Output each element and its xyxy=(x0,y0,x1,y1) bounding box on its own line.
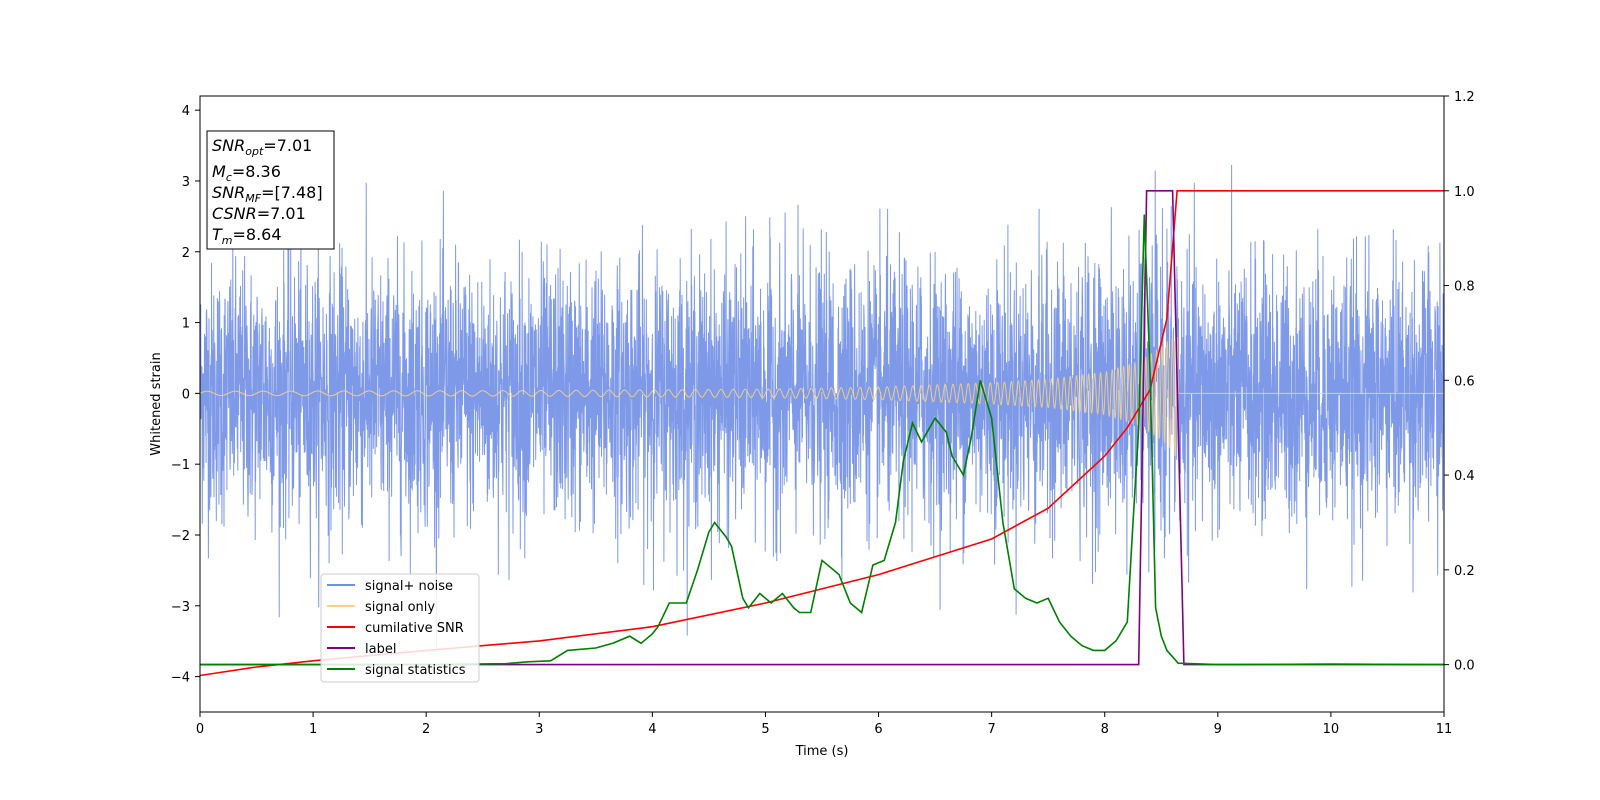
info-snr-opt: SNRopt=7.01 xyxy=(212,136,312,158)
legend-label-signal-noise: signal+ noise xyxy=(365,579,453,594)
x-tick-label: 10 xyxy=(1323,722,1340,737)
x-tick-label: 2 xyxy=(422,722,430,737)
legend: signal+ noise signal only cumilative SNR… xyxy=(320,573,480,683)
series-signal-only xyxy=(200,336,1444,457)
y-right-tick-label: 1.0 xyxy=(1454,185,1475,200)
x-tick-label: 8 xyxy=(1101,722,1109,737)
y-right-tick-label: 0.0 xyxy=(1454,659,1475,674)
legend-label-signal-statistics: signal statistics xyxy=(365,663,466,678)
y-left-tick-label: −3 xyxy=(171,600,190,615)
info-box: SNRopt=7.01 Mc=8.36 SNRMF=[7.48] CSNR=7.… xyxy=(206,130,335,250)
y-right-tick-label: 1.2 xyxy=(1454,90,1475,105)
y-left-tick-label: 4 xyxy=(182,104,190,119)
y-left-tick-label: 1 xyxy=(182,317,190,332)
legend-label-cumulative-snr: cumilative SNR xyxy=(365,621,464,636)
x-tick-label: 7 xyxy=(987,722,995,737)
x-axis-ticks: 0 1 2 3 4 5 6 7 8 9 10 11 xyxy=(196,712,1452,737)
info-mc: Mc=8.36 xyxy=(212,162,281,184)
x-tick-label: 5 xyxy=(761,722,769,737)
y-axis-left-ticks: 4 3 2 1 0 −1 −2 −3 −4 xyxy=(171,104,200,686)
plot-frame xyxy=(199,95,1445,713)
y-left-tick-label: −1 xyxy=(171,458,190,473)
legend-label-label: label xyxy=(365,642,396,657)
x-tick-label: 1 xyxy=(309,722,317,737)
y-left-tick-label: 0 xyxy=(182,387,190,402)
y-right-tick-label: 0.6 xyxy=(1454,374,1475,389)
x-tick-label: 0 xyxy=(196,722,204,737)
x-tick-label: 4 xyxy=(648,722,656,737)
y-left-tick-label: 2 xyxy=(182,246,190,261)
legend-label-signal-only: signal only xyxy=(365,600,435,615)
y-left-tick-label: 3 xyxy=(182,175,190,190)
info-tm: Tm=8.64 xyxy=(212,225,282,247)
y-right-tick-label: 0.4 xyxy=(1454,469,1475,484)
y-left-tick-label: −4 xyxy=(171,671,190,686)
x-tick-label: 3 xyxy=(535,722,543,737)
series-signal-statistics xyxy=(200,214,1444,666)
x-tick-label: 11 xyxy=(1436,722,1453,737)
info-snr-mf: SNRMF=[7.48] xyxy=(212,183,323,205)
x-axis-label: Time (s) xyxy=(795,744,849,759)
y-right-tick-label: 0.2 xyxy=(1454,564,1475,579)
y-axis-label: Whitened strain xyxy=(149,352,164,455)
info-box-frame xyxy=(206,130,335,250)
y-left-tick-label: −2 xyxy=(171,529,190,544)
y-axis-right-ticks: 1.2 1.0 0.8 0.6 0.4 0.2 0.0 xyxy=(1444,90,1475,674)
x-tick-label: 6 xyxy=(874,722,882,737)
legend-frame xyxy=(320,573,480,683)
series-signal-noise xyxy=(200,164,1444,649)
y-right-tick-label: 0.8 xyxy=(1454,280,1475,295)
x-tick-label: 9 xyxy=(1214,722,1222,737)
info-csnr: CSNR=7.01 xyxy=(212,204,306,223)
